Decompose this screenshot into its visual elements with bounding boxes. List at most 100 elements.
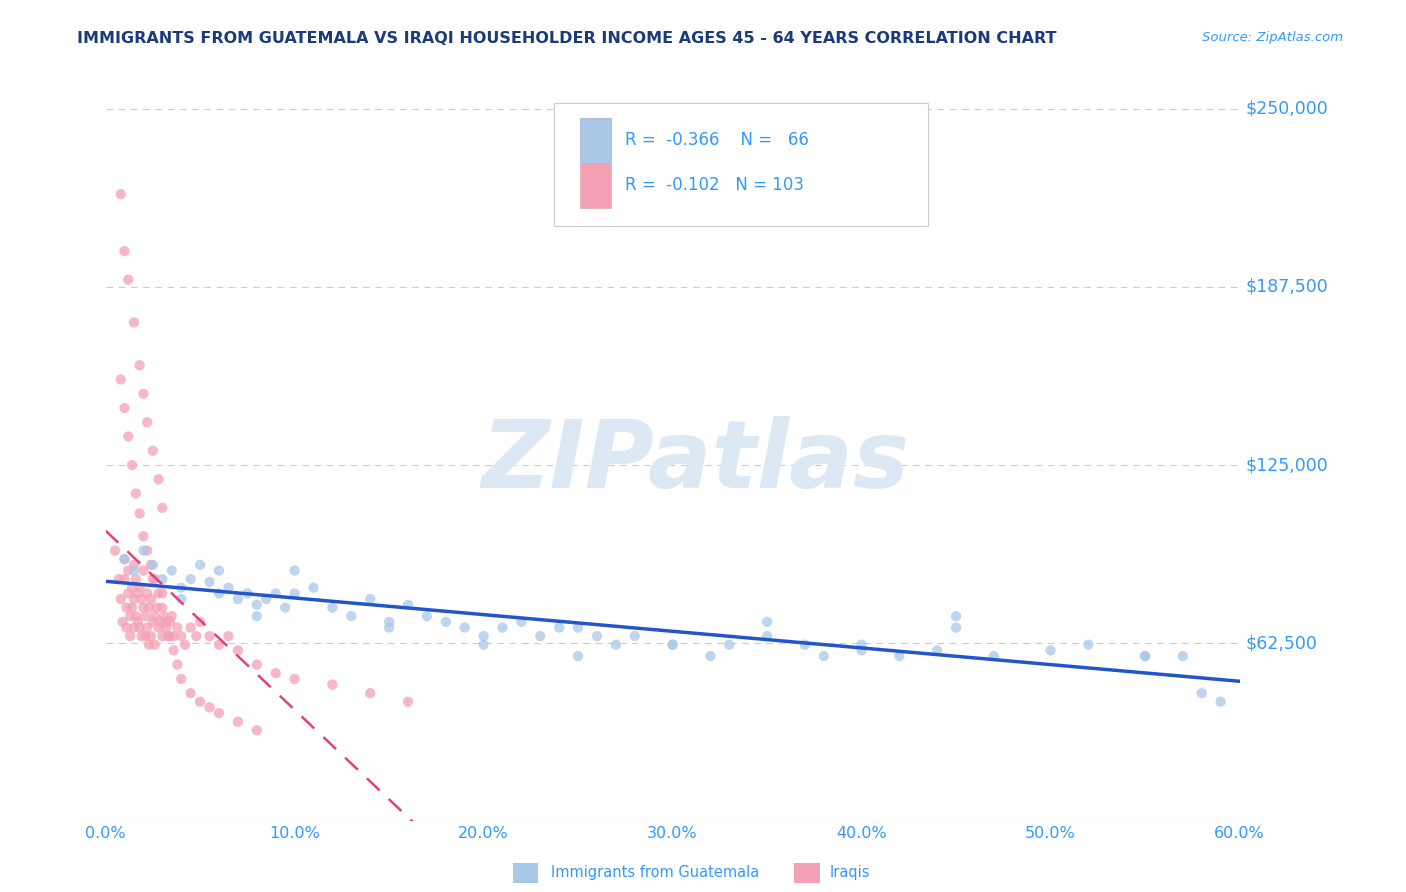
Point [756,629,779,643]
Point [274,600,297,615]
Point [945,621,967,635]
Point [150,586,173,600]
Point [236,586,259,600]
Point [132,529,155,543]
Point [131,592,153,607]
Point [114,552,136,566]
Point [378,615,401,629]
Point [226,643,249,657]
Point [153,609,176,624]
Point [567,649,589,664]
Point [217,629,239,643]
Point [246,657,269,672]
Point [128,358,150,372]
Point [148,472,170,486]
Point [1077,638,1099,652]
Point [159,615,181,629]
Point [170,629,193,643]
Point [163,629,186,643]
Point [226,714,249,729]
Point [142,558,165,572]
Point [145,600,167,615]
FancyBboxPatch shape [554,103,928,227]
Point [1191,686,1213,700]
Text: ZIPatlas: ZIPatlas [481,417,910,508]
Point [180,686,202,700]
Point [510,615,533,629]
Point [188,695,211,709]
Point [264,666,287,681]
Point [136,543,159,558]
Point [416,609,439,624]
FancyBboxPatch shape [579,163,612,208]
Point [115,600,138,615]
Point [198,700,221,714]
Text: R =  -0.366    N =   66: R = -0.366 N = 66 [624,131,808,149]
Point [246,609,269,624]
Point [661,638,683,652]
Point [150,629,173,643]
Point [170,581,193,595]
Point [208,586,231,600]
Text: Source: ZipAtlas.com: Source: ZipAtlas.com [1202,31,1343,45]
Point [163,643,186,657]
Point [136,415,159,429]
Point [813,649,835,664]
Point [138,600,160,615]
Point [396,695,419,709]
Point [927,643,949,657]
Point [166,657,188,672]
Point [434,615,457,629]
Point [117,273,139,287]
Point [160,609,183,624]
Point [134,609,156,624]
Point [117,586,139,600]
Point [148,586,170,600]
Point [321,600,343,615]
Point [1039,643,1062,657]
Point [208,564,231,578]
Point [284,564,307,578]
Point [139,629,162,643]
Point [122,316,145,330]
Point [586,629,609,643]
Point [121,600,143,615]
Point [127,615,149,629]
Point [136,621,159,635]
Point [143,572,166,586]
Text: $125,000: $125,000 [1246,456,1327,474]
Point [139,592,162,607]
Text: $250,000: $250,000 [1246,100,1327,118]
Point [1133,649,1156,664]
Point [127,586,149,600]
Point [128,621,150,635]
Point [472,629,495,643]
Point [472,638,495,652]
Point [125,609,148,624]
Point [491,621,513,635]
Point [128,507,150,521]
Point [174,638,197,652]
Point [264,586,287,600]
Point [246,723,269,738]
Point [131,629,153,643]
Point [148,621,170,635]
FancyBboxPatch shape [579,118,612,163]
Point [284,672,307,686]
Text: IMMIGRANTS FROM GUATEMALA VS IRAQI HOUSEHOLDER INCOME AGES 45 - 64 YEARS CORRELA: IMMIGRANTS FROM GUATEMALA VS IRAQI HOUSE… [77,31,1057,46]
Point [132,600,155,615]
Point [718,638,741,652]
Point [114,401,136,415]
Point [159,629,181,643]
Point [120,609,142,624]
Point [1209,695,1232,709]
Point [120,629,142,643]
Point [529,629,551,643]
Point [198,574,221,589]
Point [284,586,307,600]
Point [756,615,779,629]
Point [125,486,148,500]
Point [114,244,136,259]
Point [378,621,401,635]
Point [125,572,148,586]
